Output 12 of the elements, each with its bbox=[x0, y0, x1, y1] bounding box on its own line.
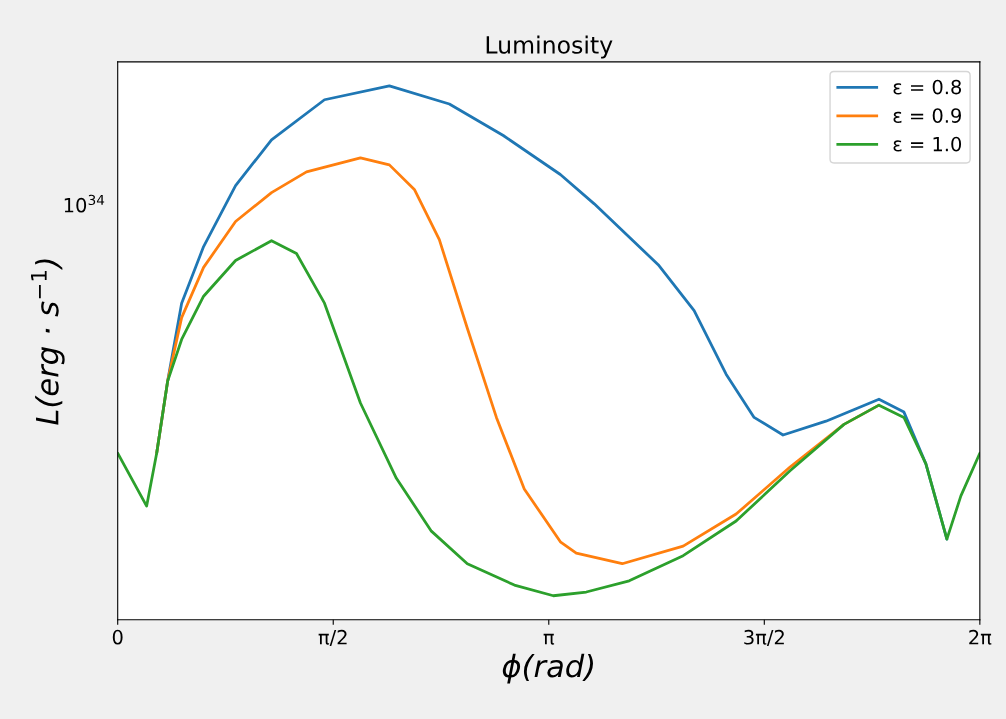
x-tick-label: π bbox=[543, 633, 555, 645]
legend-label: ε = 1.0 bbox=[893, 136, 962, 152]
x-tick-label: π/2 bbox=[318, 629, 347, 647]
text: 10$^{34}$ bbox=[64, 194, 105, 213]
chart-title: Luminosity bbox=[486, 35, 613, 59]
x-tick-label: 0 bbox=[112, 629, 123, 645]
legend-label: ε = 0.9 bbox=[893, 108, 961, 123]
x-tick-label: 2π bbox=[969, 629, 992, 645]
x-axis-title: ϕ(rad) bbox=[502, 653, 593, 684]
y-axis-title: L(erg · s$^{−1}$) bbox=[31, 259, 65, 425]
x-tick-label: 3π/2 bbox=[744, 629, 784, 647]
legend-label: ε = 0.8 bbox=[893, 79, 962, 95]
